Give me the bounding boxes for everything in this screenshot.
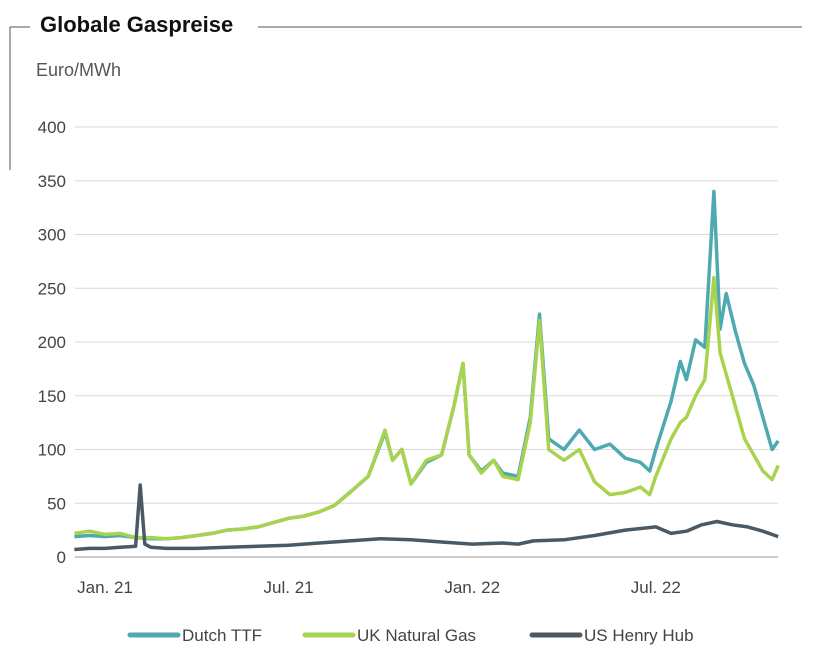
y-tick-label: 300 bbox=[38, 226, 66, 245]
legend-item: Dutch TTF bbox=[127, 626, 262, 645]
y-tick-label: 0 bbox=[57, 548, 66, 567]
y-tick-label: 350 bbox=[38, 172, 66, 191]
y-tick-label: 150 bbox=[38, 387, 66, 406]
series-line-us-henry-hub bbox=[74, 483, 779, 552]
y-tick-label: 50 bbox=[47, 494, 66, 513]
legend-item: UK Natural Gas bbox=[302, 626, 476, 645]
x-tick-label: Jul. 22 bbox=[631, 578, 681, 597]
legend-label: US Henry Hub bbox=[584, 626, 694, 645]
x-tick-label: Jul. 21 bbox=[264, 578, 314, 597]
y-tick-label: 250 bbox=[38, 279, 66, 298]
series-line-uk-natural-gas bbox=[74, 275, 780, 541]
legend-label: UK Natural Gas bbox=[357, 626, 476, 645]
x-tick-label: Jan. 22 bbox=[444, 578, 500, 597]
y-tick-label: 100 bbox=[38, 441, 66, 460]
y-tick-label: 400 bbox=[38, 118, 66, 137]
legend-label: Dutch TTF bbox=[182, 626, 262, 645]
y-axis-label: Euro/MWh bbox=[36, 60, 122, 80]
legend-item: US Henry Hub bbox=[529, 626, 694, 645]
y-tick-label: 200 bbox=[38, 333, 66, 352]
x-tick-label: Jan. 21 bbox=[77, 578, 133, 597]
chart-title: Globale Gaspreise bbox=[40, 12, 234, 37]
series-line-dutch-ttf bbox=[74, 189, 780, 541]
